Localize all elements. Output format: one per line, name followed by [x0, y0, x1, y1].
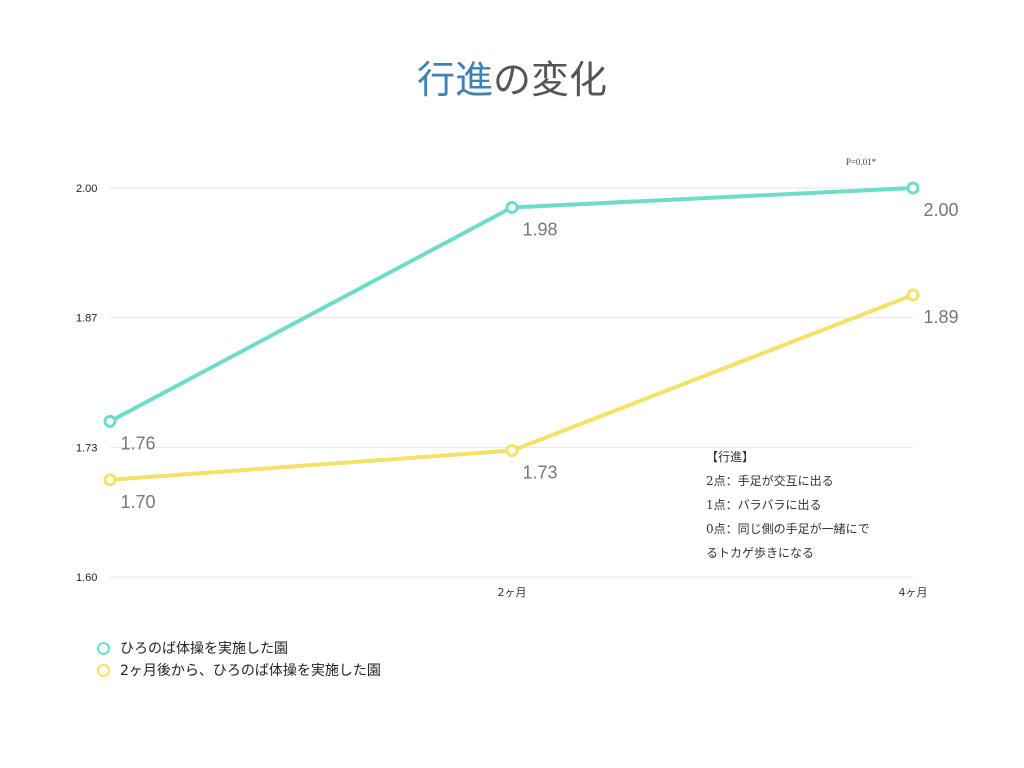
legend-label: ひろのば体操を実施した園 — [120, 641, 288, 657]
chart-legend: ひろのば体操を実施した園 2ヶ月後から、ひろのば体操を実施した園 — [97, 637, 381, 681]
series-1-point — [505, 200, 519, 214]
data-label: 1.89 — [923, 307, 958, 327]
data-label: 1.73 — [522, 463, 557, 483]
chart-title-rest: の変化 — [493, 58, 607, 102]
legend-marker-icon — [97, 663, 110, 677]
series-1-point — [103, 414, 117, 428]
note-line: 0点：同じ側の手足が一緒にで — [706, 522, 870, 536]
series-2-point — [906, 288, 920, 302]
grid-lines — [110, 187, 913, 578]
note-line: 1点：バラバラに出る — [706, 498, 822, 512]
series-1-point — [906, 181, 920, 195]
scoring-note: 【行進】 2点：手足が交互に出る 1点：バラバラに出る 0点：同じ側の手足が一緒… — [706, 445, 870, 565]
note-line: るトカゲ歩きになる — [706, 546, 815, 560]
data-label: 1.98 — [522, 219, 557, 239]
series-1-line — [108, 186, 915, 424]
y-tick-label: 1.73 — [76, 442, 97, 454]
series-2-point — [505, 444, 519, 458]
note-heading: 【行進】 — [706, 450, 755, 464]
y-tick-label: 1.60 — [76, 572, 97, 584]
p-value-annotation: P=0.01* — [846, 157, 877, 167]
x-axis-categories: 2ヶ月 4ヶ月 — [498, 586, 928, 599]
data-label: 1.76 — [120, 433, 155, 453]
series-layer — [103, 181, 920, 487]
x-category-label: 4ヶ月 — [899, 586, 928, 599]
legend-marker-icon — [97, 641, 110, 655]
y-tick-label: 1.87 — [76, 313, 97, 325]
data-label: 2.00 — [923, 200, 958, 220]
note-line: 2点：手足が交互に出る — [706, 474, 834, 488]
y-tick-label: 2.00 — [76, 183, 97, 195]
data-labels: 1.76 1.98 2.00 1.70 1.73 1.89 — [120, 200, 958, 512]
legend-item-series-1: ひろのば体操を実施した園 — [97, 637, 381, 659]
x-category-label: 2ヶ月 — [498, 586, 527, 599]
chart-title-accent: 行進 — [417, 58, 493, 102]
chart-title: 行進の変化 — [417, 58, 607, 102]
data-label: 1.70 — [120, 492, 155, 512]
y-axis-ticks: 1.60 1.73 1.87 2.00 — [76, 183, 97, 584]
legend-item-series-2: 2ヶ月後から、ひろのば体操を実施した園 — [97, 659, 381, 681]
legend-label: 2ヶ月後から、ひろのば体操を実施した園 — [120, 663, 381, 679]
series-2-point — [103, 473, 117, 487]
